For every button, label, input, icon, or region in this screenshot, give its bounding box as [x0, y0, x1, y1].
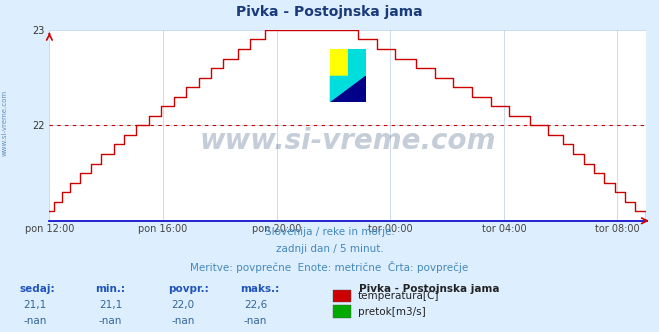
- Bar: [330, 76, 366, 102]
- Text: min.:: min.:: [96, 284, 126, 294]
- Text: Pivka - Postojnska jama: Pivka - Postojnska jama: [236, 5, 423, 19]
- Text: Pivka - Postojnska jama: Pivka - Postojnska jama: [359, 284, 500, 294]
- Text: Slovenija / reke in morje.: Slovenija / reke in morje.: [264, 227, 395, 237]
- Bar: [330, 49, 348, 76]
- Text: -nan: -nan: [23, 316, 46, 326]
- Text: -nan: -nan: [99, 316, 122, 326]
- Text: -nan: -nan: [244, 316, 267, 326]
- Text: temperatura[C]: temperatura[C]: [358, 291, 440, 301]
- Text: pretok[m3/s]: pretok[m3/s]: [358, 307, 426, 317]
- Text: 22,0: 22,0: [171, 300, 194, 310]
- Text: www.si-vreme.com: www.si-vreme.com: [2, 90, 8, 156]
- Text: Meritve: povprečne  Enote: metrične  Črta: povprečje: Meritve: povprečne Enote: metrične Črta:…: [190, 261, 469, 273]
- Text: 21,1: 21,1: [23, 300, 46, 310]
- Text: www.si-vreme.com: www.si-vreme.com: [200, 126, 496, 155]
- Polygon shape: [330, 76, 366, 102]
- Text: 22,6: 22,6: [244, 300, 267, 310]
- Bar: [348, 49, 366, 76]
- Text: 21,1: 21,1: [99, 300, 122, 310]
- Text: zadnji dan / 5 minut.: zadnji dan / 5 minut.: [275, 244, 384, 254]
- Text: maks.:: maks.:: [241, 284, 280, 294]
- Text: -nan: -nan: [171, 316, 194, 326]
- Text: sedaj:: sedaj:: [20, 284, 55, 294]
- Text: povpr.:: povpr.:: [168, 284, 209, 294]
